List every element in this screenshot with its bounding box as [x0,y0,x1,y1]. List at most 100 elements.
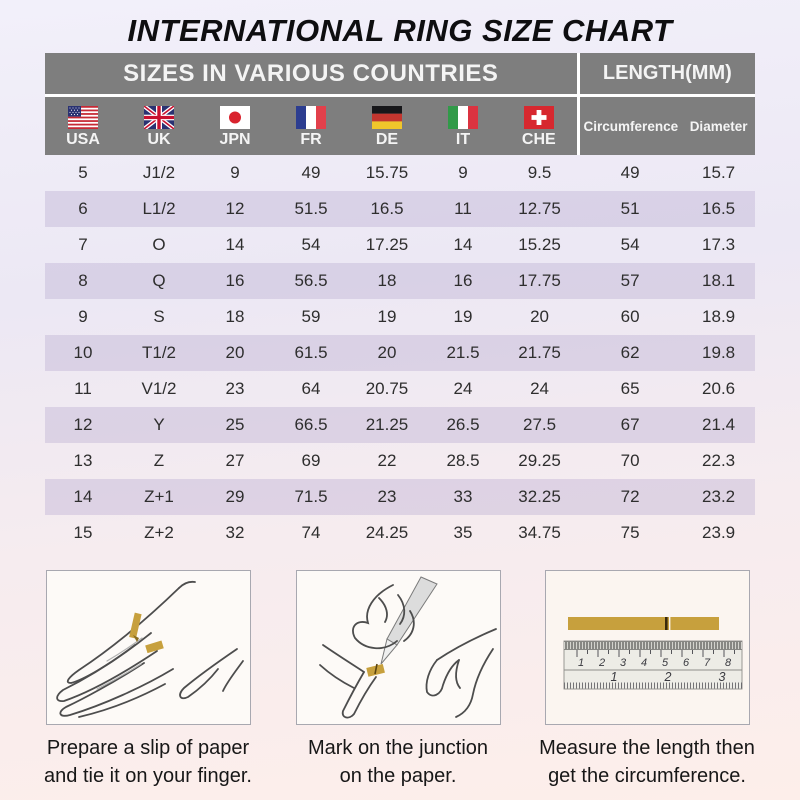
sizes-section-header: SIZES IN VARIOUS COUNTRIES [45,53,579,97]
table-cell: 20 [225,343,245,362]
table-cell: 59 [301,307,321,326]
ruler-cm-number: 5 [661,657,668,669]
ruler-cm-number: 1 [577,657,583,669]
column-header-it: IT [425,95,501,155]
table-cell: 35 [453,523,473,542]
table-cell: 54 [620,235,640,254]
table-cell: J1/2 [142,163,176,182]
page-title: INTERNATIONAL RING SIZE CHART [127,13,673,48]
table-cell: 24 [530,379,549,398]
table-cell: 70 [620,451,640,470]
table-cell: 60 [620,307,640,326]
column-label-uk: UK [147,131,171,148]
table-cell: 16 [453,271,473,290]
caption-line: Mark on the junction [307,737,489,759]
table-cell: 12 [73,415,93,434]
ruler-cm-number: 3 [619,657,626,669]
table-cell: 18 [377,271,397,290]
table-cell: 23 [225,379,245,398]
table-cell: 20.75 [365,379,409,398]
table-cell: 16.5 [370,199,404,218]
table-cell: 23.2 [702,487,736,506]
column-header-diameter: Diameter [682,95,756,155]
table-cell: 14 [453,235,473,254]
table-cell: 62 [620,343,640,362]
table-cell: 67 [620,415,640,434]
hand-with-paper-slip-drawing [55,580,244,718]
table-cell: 49 [301,163,321,182]
table-cell: L1/2 [142,199,176,218]
table-cell: 22 [377,451,397,470]
table-cell: 25 [225,415,245,434]
table-cell: 28.5 [446,451,480,470]
table-cell: 18 [225,307,245,326]
table-cell: 32 [225,523,245,542]
table-row: 7 O 14 54 17.25 14 15.25 54 17.3 [45,227,755,263]
instruction-caption-3: Measure the length then get the circumfe… [522,734,772,790]
table-row: 8 Q 16 56.5 18 16 17.75 57 18.1 [45,263,756,299]
japan-flag-icon [220,106,250,129]
instruction-caption-1: Prepare a slip of paper and tie it on yo… [23,734,273,790]
table-cell: 49 [620,163,640,182]
table-cell: 18.1 [702,271,736,290]
table-cell: 23.9 [702,523,736,542]
table-cell: 19 [453,307,473,326]
table-cell: 27 [225,451,245,470]
table-cell: 10 [73,343,93,362]
column-header-jpn: JPN [197,95,273,155]
table-cell: 74 [301,523,321,542]
table-cell: 15.75 [365,163,409,182]
table-cell: 20 [377,343,397,362]
instruction-caption-2: Mark on the junction on the paper. [273,734,523,790]
table-cell: 65 [620,379,640,398]
column-header-che: CHE [501,95,579,155]
table-cell: 57 [620,271,640,290]
pen-marking-junction-illustration [295,570,501,725]
table-cell: Q [152,271,166,290]
pen-tip [380,638,398,665]
table-section-header-row: SIZES IN VARIOUS COUNTRIES LENGTH(MM) [45,53,756,97]
table-cell: 33 [453,487,473,506]
france-flag-icon [296,106,326,129]
table-cell: 61.5 [294,343,328,362]
column-header-uk: UK [121,95,197,155]
ruler-inch-number: 2 [663,670,671,684]
germany-flag-icon [372,106,402,129]
table-row: 15 Z+2 32 74 24.25 35 34.75 75 23.9 [45,515,755,551]
table-cell: 14 [225,235,245,254]
table-cell: 29 [225,487,245,506]
table-cell: 51 [620,199,640,218]
table-cell: 29.25 [518,451,561,470]
table-cell: 56.5 [294,271,328,290]
table-cell: 21.5 [446,343,480,362]
table-cell: 11 [74,379,92,398]
table-cell: 19.8 [702,343,736,362]
table-cell: 8 [78,271,88,290]
table-cell: 9 [78,307,88,326]
column-label-it: IT [455,131,471,148]
table-row: 13 Z 27 69 22 28.5 29.25 70 22.3 [45,443,755,479]
table-row: 10 T1/2 20 61.5 20 21.5 21.75 62 19.8 [45,335,756,371]
caption-line: get the circumference. [548,765,746,787]
table-cell: 21.4 [702,415,736,434]
ruler-cm-number: 2 [597,657,604,669]
instruction-step-1: Prepare a slip of paper and tie it on yo… [23,570,273,790]
table-cell: 21.25 [365,415,409,434]
table-cell: Y [153,415,165,434]
caption-line: Prepare a slip of paper [46,737,250,759]
table-cell: 24.25 [365,523,409,542]
table-cell: 9.5 [527,163,552,182]
junction-mark [664,617,668,630]
ring-size-table: SIZES IN VARIOUS COUNTRIES LENGTH(MM) [45,53,756,551]
table-cell: 75 [620,523,640,542]
table-cell: 23 [377,487,397,506]
table-cell: 15.25 [518,235,561,254]
column-label-usa: USA [66,131,100,148]
column-header-de: DE [349,95,425,155]
column-header-usa: USA [45,95,121,155]
table-cell: 12.75 [518,199,561,218]
table-cell: Z+2 [144,523,174,542]
ruler-measuring-illustration: 1 2 3 4 5 6 7 8 1 2 3 [544,570,750,725]
table-cell: 27.5 [522,415,557,434]
caption-line: and tie it on your finger. [44,765,252,787]
